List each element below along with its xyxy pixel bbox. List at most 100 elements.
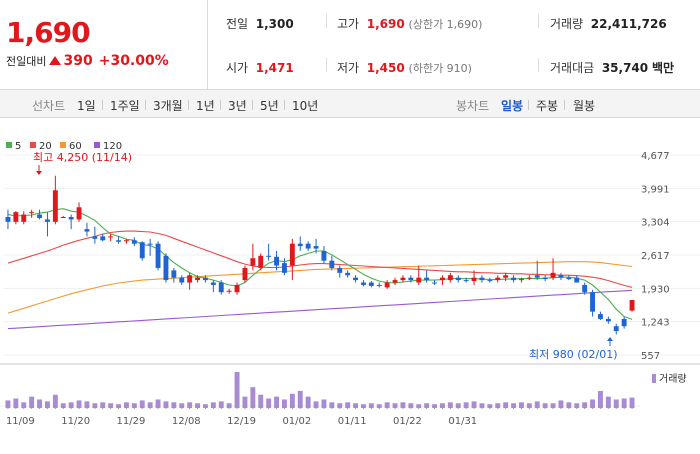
x-tick-label: 01/31 — [448, 416, 477, 427]
stat-value: 35,740 — [601, 61, 649, 75]
candle-body — [289, 243, 295, 266]
volume-bar — [605, 396, 611, 408]
high-annotation: 최고 4,250 (11/14) — [33, 151, 132, 175]
high-arrow-head-icon — [36, 171, 42, 175]
y-tick-label: 4,677 — [641, 151, 670, 162]
y-tick-label: 3,304 — [641, 218, 670, 229]
candle-body — [384, 282, 390, 288]
candle-body — [590, 292, 595, 312]
volume-bar — [384, 402, 390, 408]
candle-body — [542, 277, 548, 280]
volume-bar — [13, 398, 19, 408]
candle-body — [179, 277, 185, 283]
candle-body — [60, 216, 66, 218]
divider — [528, 100, 529, 110]
range-10y[interactable]: 10년 — [292, 99, 319, 113]
x-axis: 11/09 11/20 11/29 12/08 12/19 01/02 01/11 01/22… — [6, 406, 633, 427]
x-tick-label: 11/09 — [6, 416, 35, 427]
chart-toolbar: 선차트 1일 1주일 3개월 1년 3년 5년 10년 봉차트 일봉 주봉 월봉 — [0, 90, 700, 118]
candle-body — [218, 282, 224, 293]
volume-bar — [447, 402, 453, 408]
candle-body — [613, 326, 619, 332]
y-tick-label: 1,243 — [641, 318, 670, 329]
stat-volume: 거래량 22,411,726 — [550, 15, 667, 32]
ma5-legend-swatch — [6, 142, 12, 148]
volume-bar — [368, 403, 374, 408]
candle-body — [210, 282, 216, 285]
range-1w[interactable]: 1주일 — [110, 99, 140, 113]
change-value: 390 — [63, 53, 93, 69]
volume-bar — [542, 403, 548, 408]
candle-chart-label: 봉차트 — [456, 99, 490, 113]
candle-body — [321, 250, 327, 261]
candle-body — [511, 277, 516, 281]
divider — [326, 58, 327, 72]
ma20-legend-swatch — [30, 142, 36, 148]
volume-bar — [400, 402, 406, 408]
volume-legend-label: 거래량 — [659, 373, 687, 385]
candle-body — [163, 255, 169, 281]
candle-body — [479, 277, 485, 281]
x-tick-label: 01/11 — [338, 416, 367, 427]
ma60-line — [7, 261, 633, 314]
candle-body — [76, 207, 82, 220]
period-monthly[interactable]: 월봉 — [573, 99, 596, 113]
volume-bar — [392, 403, 398, 408]
stat-low: 저가 1,450 (하한가 910) — [337, 59, 472, 76]
candle-body — [424, 277, 430, 281]
ma5-legend-label: 5 — [15, 141, 21, 152]
candle-body — [282, 263, 287, 273]
volume-legend-swatch — [652, 374, 656, 383]
candle-body — [621, 318, 627, 327]
volume-bar — [345, 402, 351, 408]
current-price: 1,690 — [6, 16, 91, 49]
volume-bar — [179, 403, 185, 408]
upper-limit-note: (상한가 1,690) — [408, 18, 483, 31]
line-chart-label: 선차트 — [32, 99, 66, 113]
candle-body — [5, 216, 11, 222]
stat-value: 1,471 — [255, 61, 294, 75]
volume-bar — [45, 401, 50, 408]
range-3y[interactable]: 3년 — [228, 99, 247, 113]
range-3m[interactable]: 3개월 — [153, 99, 183, 113]
divider — [145, 100, 146, 110]
candlestick-chart[interactable]: 5 20 60 120 4,677 3,991 3,304 2,617 1,930 1,2… — [0, 118, 700, 450]
y-tick-label: 3,991 — [641, 184, 670, 195]
candle-body — [400, 277, 406, 281]
volume-bar — [37, 399, 42, 408]
stock-chart[interactable]: 5 20 60 120 4,677 3,991 3,304 2,617 1,930 1,2… — [0, 118, 700, 450]
range-1d[interactable]: 1일 — [77, 99, 96, 113]
volume-bar — [5, 400, 11, 408]
volume-bar — [313, 401, 319, 408]
x-tick-label: 12/08 — [172, 416, 201, 427]
period-weekly[interactable]: 주봉 — [536, 99, 559, 113]
stat-unit: 백만 — [651, 61, 675, 75]
volume-bar — [282, 399, 287, 408]
range-1y[interactable]: 1년 — [196, 99, 215, 113]
volume-bar — [218, 401, 224, 408]
volume-bar — [329, 402, 335, 408]
volume-bar — [195, 403, 200, 408]
candle-body — [100, 236, 106, 241]
ma60-legend-label: 60 — [69, 141, 82, 152]
moving-averages — [7, 208, 633, 330]
volume-bar — [503, 402, 509, 408]
volume-bar — [613, 399, 619, 408]
candle-body — [345, 272, 351, 276]
volume-bar — [479, 403, 485, 408]
x-tick-label: 12/19 — [227, 416, 256, 427]
period-daily[interactable]: 일봉 — [501, 99, 524, 113]
candle-body — [37, 214, 42, 218]
candle-body — [368, 282, 374, 286]
candle-body — [463, 280, 469, 282]
divider — [220, 100, 221, 110]
range-5y[interactable]: 5년 — [260, 99, 279, 113]
candle-body — [361, 282, 366, 285]
volume-bar — [266, 398, 272, 408]
ma60-legend-swatch — [60, 142, 66, 148]
volume-bar — [250, 387, 256, 408]
candle-body — [574, 277, 580, 283]
volume-bar — [424, 403, 430, 408]
candle-body — [629, 300, 635, 311]
volume-bar — [582, 402, 588, 408]
